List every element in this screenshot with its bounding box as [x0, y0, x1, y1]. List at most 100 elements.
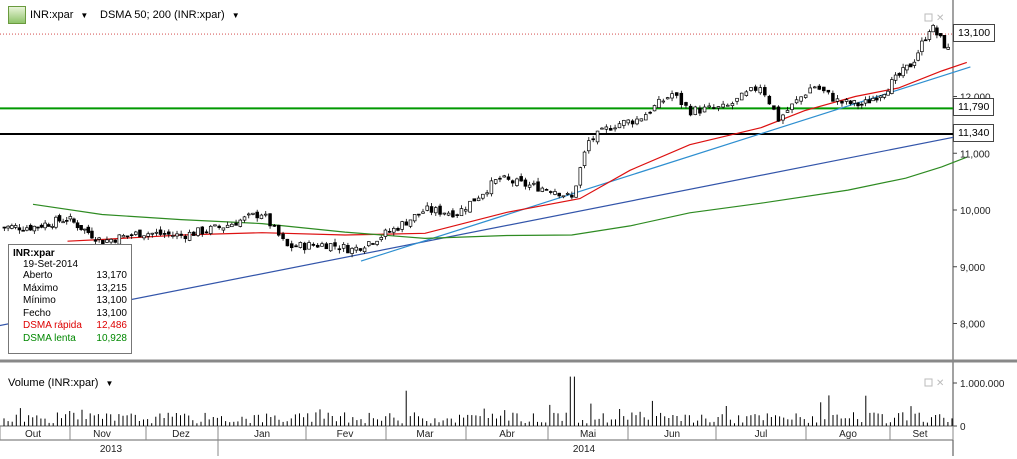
green-line-price-tag: 11,790 — [953, 98, 995, 116]
indicator-selector[interactable]: DSMA 50; 200 (INR:xpar) ▼ — [100, 6, 240, 24]
candle-body — [82, 228, 87, 231]
candle-body — [350, 247, 354, 254]
candle-body — [294, 245, 298, 248]
candle-body — [799, 96, 803, 102]
candle-body — [608, 128, 613, 131]
candle-body — [134, 231, 138, 235]
candle-body — [897, 72, 902, 76]
y-tick-label: 11,000 — [960, 149, 990, 160]
candle-body — [657, 98, 661, 108]
candle-body — [781, 114, 785, 121]
candle-body — [142, 235, 146, 239]
volume-selector[interactable]: Volume (INR:xpar) ▼ — [8, 374, 113, 392]
candle-body — [472, 198, 477, 202]
candle-body — [527, 184, 532, 188]
horizontal-lines — [0, 33, 953, 135]
candle-body — [196, 227, 200, 236]
candle-body — [835, 98, 840, 102]
candle-body — [905, 64, 909, 71]
month-label: Nov — [93, 429, 111, 440]
candle-body — [192, 231, 196, 236]
candle-body — [923, 39, 928, 42]
chevron-down-icon[interactable]: ▼ — [105, 378, 114, 388]
candle-body — [263, 213, 268, 216]
candle-body — [875, 97, 879, 101]
candle-body — [519, 176, 523, 182]
year-label: 2013 — [100, 444, 123, 455]
candle-body — [268, 213, 272, 227]
candle-body — [328, 243, 333, 252]
candle-body — [307, 242, 311, 250]
chevron-down-icon[interactable]: ▼ — [80, 10, 89, 20]
volume-axis: 0 1.000.000 — [953, 379, 1005, 433]
candle-body — [688, 105, 693, 116]
y-tick-label: 8,000 — [960, 320, 985, 331]
candle-body — [75, 222, 80, 229]
year-label: 2014 — [573, 444, 596, 455]
candle-body — [442, 212, 447, 215]
candle-body — [21, 229, 25, 232]
candle-body — [396, 227, 400, 231]
candle-body — [812, 86, 817, 89]
candle-body — [187, 231, 192, 241]
candle-body — [2, 226, 7, 229]
candle-body — [346, 244, 350, 254]
candle-body — [362, 247, 367, 253]
candle-body — [587, 140, 591, 152]
candle-body — [860, 103, 864, 106]
pane-close-icon[interactable]: ✕ — [936, 13, 944, 24]
month-label: Mar — [416, 429, 434, 440]
candle-body — [154, 231, 159, 234]
candle-body — [379, 237, 384, 241]
candle-body — [489, 180, 494, 195]
info-date: 19-Set-2014 — [23, 259, 79, 270]
candle-body — [735, 97, 739, 102]
candle-body — [920, 40, 924, 53]
candle-body — [125, 235, 130, 238]
candle-body — [392, 227, 396, 233]
candle-body — [476, 197, 481, 202]
candle-body — [557, 192, 561, 197]
moving-averages — [32, 61, 968, 242]
month-label: Abr — [499, 429, 515, 440]
black-line-price-tag: 11,340 — [953, 124, 995, 142]
candle-body — [146, 233, 150, 237]
candle-body — [776, 106, 781, 122]
candle-body — [109, 238, 113, 243]
candle-body — [570, 194, 574, 198]
candle-body — [246, 213, 251, 216]
volume-restore-icon[interactable] — [924, 378, 933, 387]
candle-body — [942, 35, 947, 49]
candle-body — [36, 226, 40, 229]
candle-body — [324, 243, 329, 250]
candle-body — [890, 79, 894, 94]
candle-body — [371, 243, 375, 245]
trendline — [0, 133, 971, 327]
month-label: Set — [912, 429, 927, 440]
candle-body — [772, 105, 776, 110]
volume-close-icon[interactable]: ✕ — [936, 378, 944, 389]
candle-body — [162, 233, 167, 235]
candle-body — [179, 233, 183, 236]
info-title: INR:xpar — [13, 248, 55, 259]
candle-body — [730, 103, 735, 107]
pane-restore-icon[interactable] — [924, 13, 933, 22]
candle-body — [826, 89, 831, 93]
candle-body — [540, 187, 545, 192]
volume-tick-label: 0 — [960, 422, 966, 433]
candle-body — [54, 216, 58, 228]
chevron-down-icon[interactable]: ▼ — [231, 10, 240, 20]
candle-body — [285, 238, 290, 247]
candle-body — [510, 180, 515, 184]
candle-body — [333, 242, 337, 247]
candle-body — [536, 181, 540, 192]
candle-body — [61, 221, 65, 224]
candle-body — [626, 119, 630, 124]
candle-body — [221, 227, 226, 231]
candle-body — [882, 94, 887, 98]
candle-body — [311, 243, 316, 246]
candle-body — [175, 233, 179, 237]
symbol-selector[interactable]: INR:xpar ▼ — [8, 6, 88, 24]
candle-body — [121, 235, 126, 238]
candle-body — [481, 193, 485, 199]
